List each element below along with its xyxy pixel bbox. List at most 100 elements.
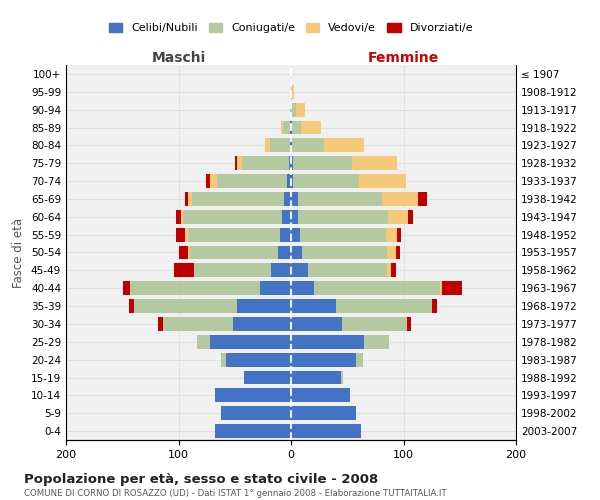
Bar bbox=[281, 120, 283, 134]
Bar bbox=[187, 192, 192, 206]
Bar bbox=[291, 246, 302, 260]
Bar bbox=[290, 138, 291, 152]
Bar bbox=[187, 228, 280, 241]
Bar bbox=[314, 281, 439, 295]
Bar bbox=[382, 192, 418, 206]
Bar bbox=[290, 102, 291, 117]
Bar bbox=[418, 192, 427, 206]
Bar bbox=[291, 138, 292, 152]
Bar bbox=[233, 317, 291, 331]
Bar bbox=[300, 228, 386, 241]
Bar bbox=[397, 228, 401, 241]
Bar bbox=[291, 406, 356, 420]
Y-axis label: Anni di nascita: Anni di nascita bbox=[597, 209, 600, 296]
Bar bbox=[194, 264, 271, 278]
Bar bbox=[341, 370, 343, 384]
Bar bbox=[235, 156, 237, 170]
Bar bbox=[298, 192, 382, 206]
Bar bbox=[277, 246, 291, 260]
Bar bbox=[298, 210, 388, 224]
Bar bbox=[282, 210, 291, 224]
Bar bbox=[130, 281, 260, 295]
Bar bbox=[187, 246, 190, 260]
Bar bbox=[386, 228, 397, 241]
Bar bbox=[185, 192, 187, 206]
Bar bbox=[291, 317, 341, 331]
Bar bbox=[205, 174, 210, 188]
Bar bbox=[260, 281, 291, 295]
Bar bbox=[287, 174, 291, 188]
Bar bbox=[291, 388, 349, 402]
Bar bbox=[442, 281, 462, 295]
Bar bbox=[431, 299, 437, 313]
Bar bbox=[386, 264, 391, 278]
Bar bbox=[291, 370, 341, 384]
Bar bbox=[301, 120, 322, 134]
Bar bbox=[269, 138, 290, 152]
Bar bbox=[292, 85, 295, 99]
Bar bbox=[408, 210, 413, 224]
Bar bbox=[395, 246, 400, 260]
Bar bbox=[217, 174, 287, 188]
Bar bbox=[237, 299, 291, 313]
Bar bbox=[215, 424, 291, 438]
Bar bbox=[359, 174, 406, 188]
Bar bbox=[407, 317, 412, 331]
Bar bbox=[388, 210, 408, 224]
Bar bbox=[185, 228, 187, 241]
Bar bbox=[133, 299, 237, 313]
Bar bbox=[284, 192, 291, 206]
Bar bbox=[308, 264, 386, 278]
Bar bbox=[364, 335, 389, 349]
Bar bbox=[226, 352, 291, 366]
Bar bbox=[197, 335, 210, 349]
Bar bbox=[124, 281, 130, 295]
Bar bbox=[291, 192, 298, 206]
Bar bbox=[290, 120, 291, 134]
Text: Femmine: Femmine bbox=[368, 51, 439, 65]
Bar bbox=[291, 335, 364, 349]
Legend: Celibi/Nubili, Coniugati/e, Vedovi/e, Divorziati/e: Celibi/Nubili, Coniugati/e, Vedovi/e, Di… bbox=[104, 18, 478, 38]
Bar bbox=[336, 299, 431, 313]
Bar bbox=[439, 281, 442, 295]
Bar bbox=[210, 174, 217, 188]
Bar bbox=[291, 281, 314, 295]
Bar bbox=[391, 264, 395, 278]
Bar bbox=[176, 210, 181, 224]
Text: COMUNE DI CORNO DI ROSAZZO (UD) - Dati ISTAT 1° gennaio 2008 - Elaborazione TUTT: COMUNE DI CORNO DI ROSAZZO (UD) - Dati I… bbox=[24, 489, 446, 498]
Bar bbox=[291, 85, 292, 99]
Bar bbox=[296, 102, 305, 117]
Bar bbox=[237, 156, 241, 170]
Bar bbox=[179, 246, 187, 260]
Bar bbox=[291, 102, 296, 117]
Bar bbox=[280, 228, 291, 241]
Bar bbox=[241, 156, 289, 170]
Bar bbox=[215, 388, 291, 402]
Y-axis label: Fasce di età: Fasce di età bbox=[13, 218, 25, 288]
Bar bbox=[291, 352, 356, 366]
Bar bbox=[283, 120, 290, 134]
Bar bbox=[289, 156, 291, 170]
Bar bbox=[291, 120, 292, 134]
Bar bbox=[176, 228, 185, 241]
Bar bbox=[181, 210, 183, 224]
Bar bbox=[293, 174, 359, 188]
Bar bbox=[291, 174, 293, 188]
Bar bbox=[291, 210, 298, 224]
Bar bbox=[265, 138, 269, 152]
Bar bbox=[244, 370, 291, 384]
Bar bbox=[291, 228, 300, 241]
Bar bbox=[183, 210, 282, 224]
Bar bbox=[271, 264, 291, 278]
Bar bbox=[221, 406, 291, 420]
Bar bbox=[192, 192, 284, 206]
Bar bbox=[221, 352, 226, 366]
Bar bbox=[210, 335, 291, 349]
Bar bbox=[292, 120, 301, 134]
Bar bbox=[323, 138, 364, 152]
Bar bbox=[129, 299, 133, 313]
Bar bbox=[341, 317, 407, 331]
Bar bbox=[291, 299, 336, 313]
Bar bbox=[174, 264, 194, 278]
Bar bbox=[190, 246, 277, 260]
